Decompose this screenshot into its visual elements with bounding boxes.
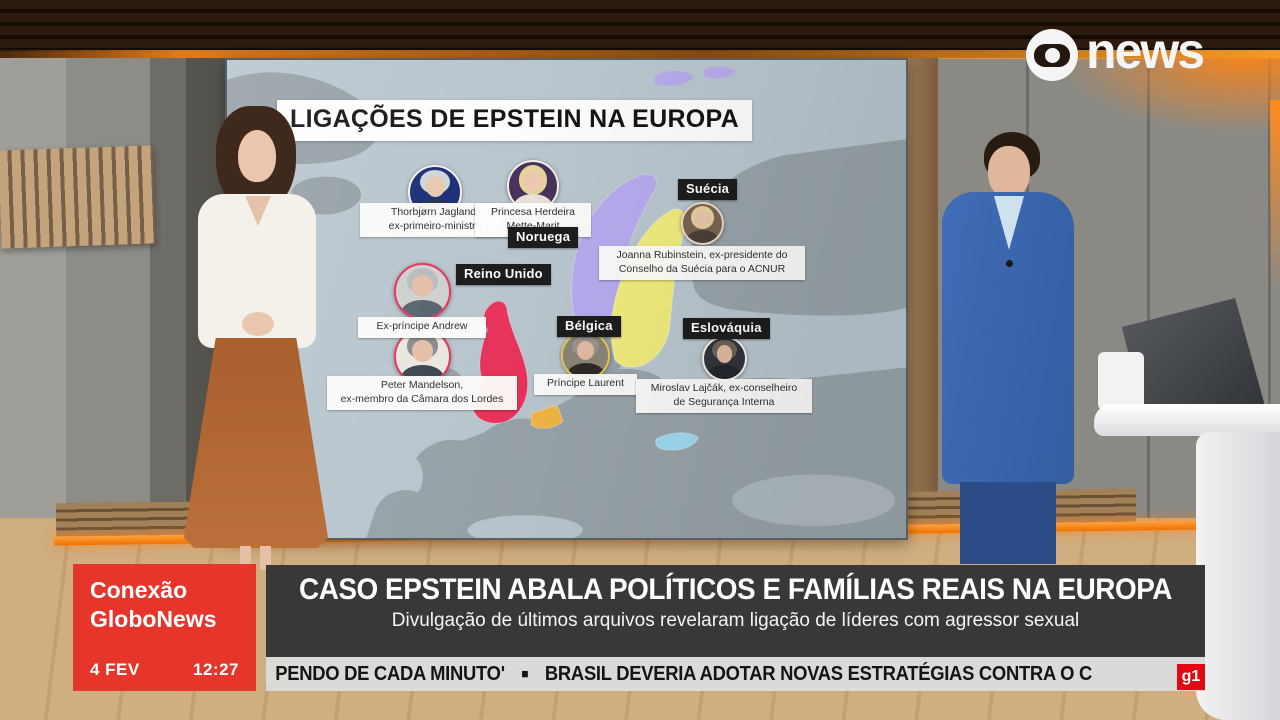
avatar-face <box>695 211 710 228</box>
avatar-face <box>412 274 433 297</box>
program-box: Conexão GloboNews 4 FEV 12:27 <box>73 564 256 691</box>
orange-light-top-right <box>1050 58 1280 136</box>
country-tag-belgica: Bélgica <box>557 316 621 337</box>
wood-slat-panel <box>0 145 156 249</box>
person-label-rubinstein: Joanna Rubinstein, ex-presidente do Cons… <box>599 246 805 281</box>
program-date: 4 FEV <box>90 660 140 679</box>
news-ticker: PENDO DE CADA MINUTO' ■ BRASIL DEVERIA ADO… <box>266 657 1205 691</box>
ceiling-orange-light <box>0 50 1280 59</box>
headline-banner: CASO EPSTEIN ABALA POLÍTICOS E FAMÍLIAS … <box>266 565 1205 657</box>
presenter-right <box>928 132 1098 564</box>
desk-stand <box>1098 352 1144 410</box>
globe-dot <box>1044 47 1060 63</box>
person-label-laurent: Príncipe Laurent <box>534 374 637 395</box>
avatar-torso <box>708 365 741 379</box>
avatar-torso <box>401 299 444 318</box>
orange-light-edge <box>1270 100 1280 290</box>
ticker-item-1: PENDO DE CADA MINUTO' <box>275 663 505 685</box>
g1-logo: g1 <box>1177 664 1205 690</box>
map-title: LIGAÇÕES DE EPSTEIN NA EUROPA <box>277 100 753 141</box>
presenter-hands <box>242 312 274 336</box>
globe-window <box>1034 43 1070 67</box>
person-label-andrew: Ex-príncipe Andrew <box>358 317 486 338</box>
lavalier-mic <box>1006 260 1013 267</box>
presenter-skirt <box>184 338 328 548</box>
country-tag-eslovaquia: Eslováquia <box>683 318 770 339</box>
person-photo-andrew <box>394 263 451 320</box>
country-slovakia-shape <box>655 432 699 451</box>
globonews-logo: news <box>1026 23 1205 84</box>
country-tag-suecia: Suécia <box>678 179 738 200</box>
presenter-face <box>988 146 1030 198</box>
news-desk-leg <box>1196 432 1280 720</box>
presenter-face <box>238 130 276 182</box>
news-desk <box>1094 404 1280 436</box>
ticker-item-2: BRASIL DEVERIA ADOTAR NOVAS ESTRATÉGIAS … <box>544 663 1093 685</box>
person-label-lajcak: Miroslav Lajčák, ex-conselheiro de Segur… <box>636 379 812 414</box>
studio-left-wall <box>0 58 226 538</box>
mediterranean-sea <box>467 515 583 538</box>
ticker-separator-icon: ■ <box>521 666 529 681</box>
presenter-trousers <box>960 482 1056 564</box>
country-tag-reino-unido: Reino Unido <box>456 264 551 285</box>
logo-text: news <box>1086 23 1205 79</box>
person-photo-laurent <box>561 331 610 380</box>
country-belgium-shape <box>530 404 564 429</box>
avatar-face <box>576 341 595 360</box>
presenter-leg <box>260 546 271 570</box>
avatar-torso <box>686 229 719 243</box>
program-time: 12:27 <box>193 660 239 679</box>
globo-globe-icon <box>1026 29 1078 81</box>
wood-pillar <box>905 58 938 520</box>
avatar-face <box>716 345 733 363</box>
avatar-face <box>412 339 433 362</box>
presenter-left <box>168 106 338 570</box>
country-svalbard-shape <box>654 66 737 86</box>
headline: CASO EPSTEIN ABALA POLÍTICOS E FAMÍLIAS … <box>299 573 1172 606</box>
subheadline: Divulgação de últimos arquivos revelaram… <box>391 610 1080 631</box>
country-tag-noruega: Noruega <box>508 227 579 248</box>
black-sea <box>732 474 896 527</box>
avatar-face <box>425 176 445 197</box>
person-label-mandelson: Peter Mandelson, ex-membro da Câmara dos… <box>327 376 517 411</box>
person-photo-lajcak <box>702 336 747 381</box>
ticker-text: PENDO DE CADA MINUTO' ■ BRASIL DEVERIA ADO… <box>266 657 1130 691</box>
person-photo-rubinstein <box>681 202 724 245</box>
avatar-face <box>523 170 543 191</box>
program-title: Conexão GloboNews <box>90 577 217 632</box>
landmass-italy <box>590 492 623 538</box>
program-meta: 4 FEV 12:27 <box>90 660 239 680</box>
presenter-leg <box>240 546 251 570</box>
